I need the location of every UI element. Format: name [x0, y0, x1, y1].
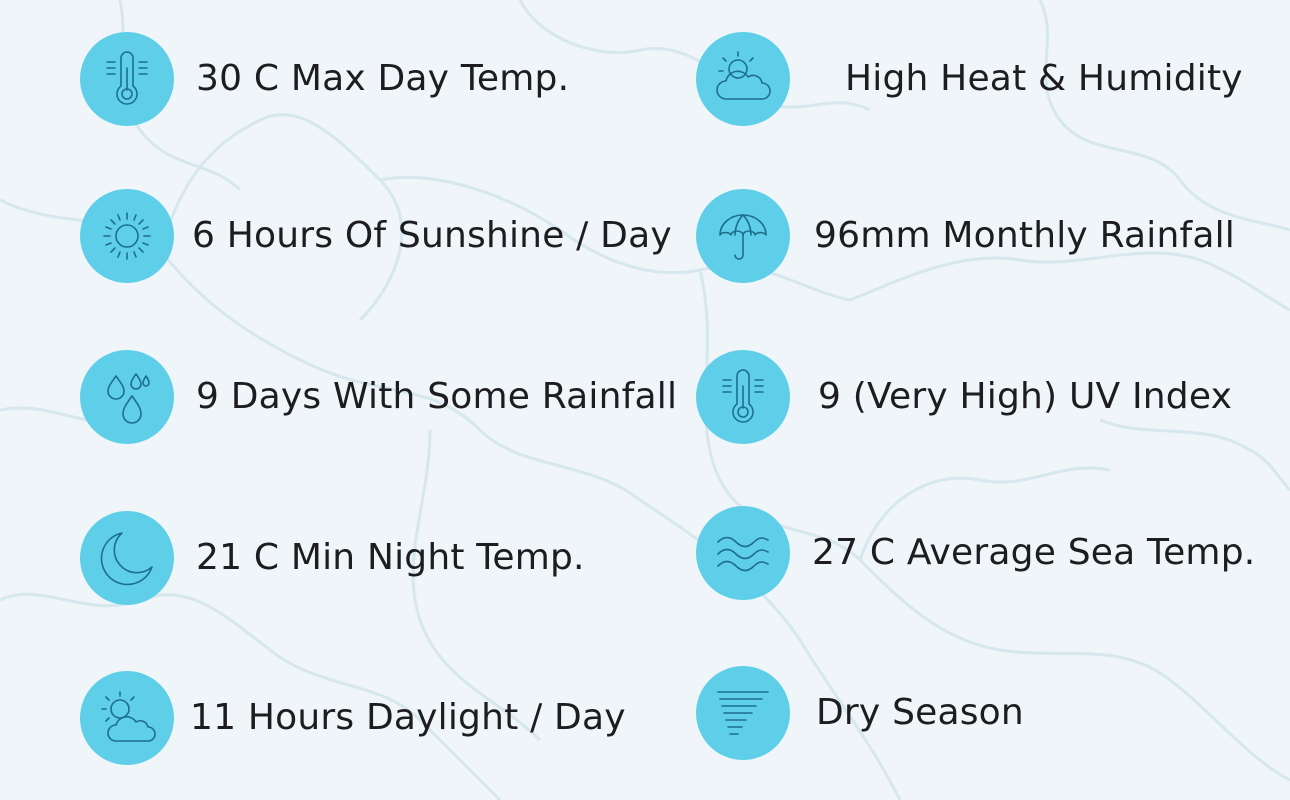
fact-uv-index: 9 (Very High) UV Index: [696, 349, 1232, 445]
fact-daylight-hours: 11 Hours Daylight / Day: [80, 670, 626, 766]
thermometer-icon: [696, 350, 790, 444]
fact-label: 11 Hours Daylight / Day: [190, 697, 626, 738]
fact-max-day-temp: 30 C Max Day Temp.: [80, 31, 569, 127]
fact-label: 96mm Monthly Rainfall: [814, 215, 1236, 256]
umbrella-icon: [696, 189, 790, 283]
sun-cloud-icon: [696, 32, 790, 126]
fact-sunshine-hours: 6 Hours Of Sunshine / Day: [80, 188, 672, 284]
fact-label: Dry Season: [816, 692, 1024, 733]
fact-heat-humidity: High Heat & Humidity: [696, 31, 1243, 127]
fact-label: 21 C Min Night Temp.: [196, 537, 585, 578]
thermometer-icon: [80, 32, 174, 126]
wind-lines-icon: [696, 666, 790, 760]
raindrops-icon: [80, 350, 174, 444]
waves-icon: [696, 506, 790, 600]
fact-min-night-temp: 21 C Min Night Temp.: [80, 510, 585, 606]
fact-dry-season: Dry Season: [696, 665, 1024, 761]
fact-label: 9 (Very High) UV Index: [818, 376, 1233, 417]
sun-cloud-icon: [80, 671, 174, 765]
fact-sea-temp: 27 C Average Sea Temp.: [696, 505, 1255, 601]
fact-label: 27 C Average Sea Temp.: [812, 532, 1256, 573]
fact-label: 30 C Max Day Temp.: [196, 58, 570, 99]
fact-label: 9 Days With Some Rainfall: [196, 376, 678, 417]
fact-monthly-rainfall: 96mm Monthly Rainfall: [696, 188, 1235, 284]
fact-rainy-days: 9 Days With Some Rainfall: [80, 349, 677, 445]
fact-label: 6 Hours Of Sunshine / Day: [192, 215, 672, 256]
fact-label: High Heat & Humidity: [845, 58, 1243, 99]
crescent-moon-icon: [80, 511, 174, 605]
sun-icon: [80, 189, 174, 283]
